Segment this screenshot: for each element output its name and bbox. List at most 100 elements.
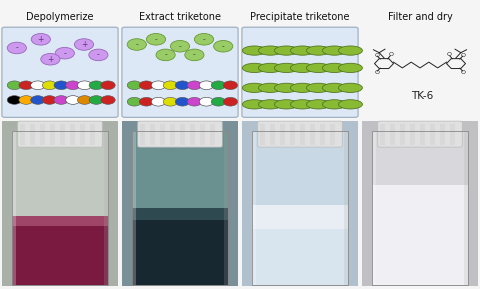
Circle shape <box>31 96 45 104</box>
Bar <box>375 131 378 285</box>
Bar <box>297 131 300 285</box>
Bar <box>80 124 85 144</box>
Bar <box>79 131 83 285</box>
Bar <box>332 131 336 285</box>
Circle shape <box>223 97 238 106</box>
Bar <box>41 131 44 285</box>
Bar <box>132 131 135 285</box>
Circle shape <box>42 96 57 104</box>
Bar <box>186 131 190 285</box>
Circle shape <box>175 81 190 90</box>
Bar <box>24 131 28 285</box>
Circle shape <box>185 49 204 61</box>
Bar <box>380 124 384 144</box>
Bar <box>284 131 287 285</box>
Bar <box>60 124 65 144</box>
Bar <box>268 131 271 285</box>
Bar <box>212 131 216 285</box>
Ellipse shape <box>338 100 362 109</box>
Bar <box>15 131 18 285</box>
Text: +: + <box>47 55 54 64</box>
Ellipse shape <box>242 46 266 55</box>
Bar <box>440 124 445 144</box>
Circle shape <box>7 42 26 54</box>
Ellipse shape <box>323 100 347 109</box>
Bar <box>287 131 290 285</box>
Circle shape <box>89 81 104 90</box>
Bar <box>12 216 108 285</box>
Bar <box>400 124 405 144</box>
Bar <box>420 131 423 285</box>
Circle shape <box>54 81 69 90</box>
Bar <box>303 131 306 285</box>
Bar <box>170 124 175 144</box>
Ellipse shape <box>306 100 330 109</box>
Bar <box>397 131 401 285</box>
Bar <box>157 131 161 285</box>
Ellipse shape <box>242 63 266 73</box>
Circle shape <box>199 81 214 90</box>
Text: O: O <box>461 53 466 58</box>
Bar <box>452 131 456 285</box>
Bar <box>2 121 118 286</box>
Bar <box>270 124 275 144</box>
Bar <box>450 124 455 144</box>
Circle shape <box>7 81 22 90</box>
Bar <box>167 131 170 285</box>
Circle shape <box>89 96 104 104</box>
Bar <box>439 131 443 285</box>
Circle shape <box>139 81 154 90</box>
Ellipse shape <box>242 100 266 109</box>
Bar <box>216 131 219 285</box>
Bar <box>252 131 256 285</box>
Bar <box>417 131 420 285</box>
Text: TK-6: TK-6 <box>411 91 433 101</box>
Bar <box>446 131 449 285</box>
Text: O: O <box>374 70 379 75</box>
Bar <box>161 131 164 285</box>
Bar <box>290 124 295 144</box>
Bar <box>37 131 41 285</box>
Circle shape <box>66 81 80 90</box>
Ellipse shape <box>338 63 362 73</box>
Bar <box>141 131 144 285</box>
Bar <box>225 131 228 285</box>
Circle shape <box>199 97 214 106</box>
Bar <box>90 124 95 144</box>
Text: -: - <box>155 35 157 44</box>
Bar <box>260 124 264 144</box>
Bar <box>73 131 76 285</box>
Ellipse shape <box>306 83 330 92</box>
Text: -: - <box>135 40 138 49</box>
FancyBboxPatch shape <box>138 121 222 147</box>
Text: -: - <box>63 49 66 58</box>
Bar <box>372 131 376 285</box>
Bar <box>200 124 205 144</box>
Ellipse shape <box>323 83 347 92</box>
Circle shape <box>146 34 166 45</box>
Bar <box>329 131 332 285</box>
Bar <box>224 131 228 285</box>
Bar <box>404 131 407 285</box>
Bar <box>410 124 415 144</box>
Bar <box>190 131 193 285</box>
Circle shape <box>194 34 214 45</box>
Bar <box>390 124 395 144</box>
Bar <box>300 124 305 144</box>
Bar <box>34 131 37 285</box>
Bar <box>206 131 209 285</box>
Circle shape <box>55 47 74 59</box>
Bar <box>252 205 348 285</box>
Bar <box>18 131 21 285</box>
Bar <box>426 131 430 285</box>
Bar <box>86 131 89 285</box>
Bar <box>50 124 55 144</box>
Text: O: O <box>388 52 393 58</box>
Text: O: O <box>447 52 452 58</box>
Ellipse shape <box>323 46 347 55</box>
Bar <box>290 131 294 285</box>
Circle shape <box>127 39 146 50</box>
Bar <box>242 121 358 286</box>
Bar <box>21 131 24 285</box>
Bar <box>414 131 417 285</box>
